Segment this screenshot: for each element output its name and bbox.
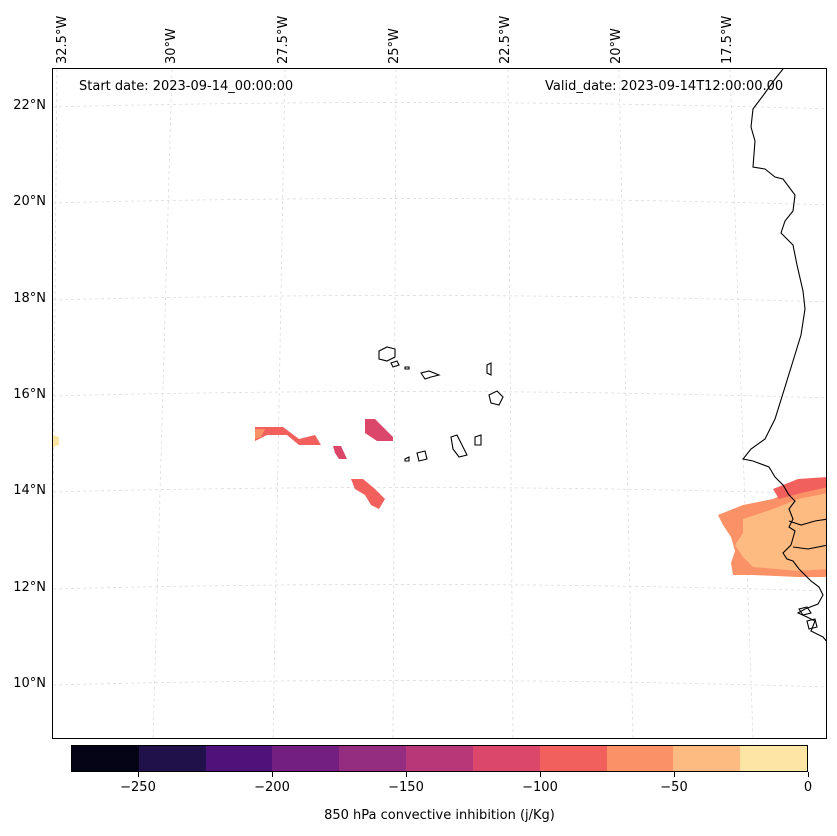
- colorbar-swatch: [72, 746, 139, 771]
- cin-patch-27w: [255, 427, 321, 445]
- gambia-river: [788, 518, 826, 526]
- colorbar-tick-label: −50: [660, 780, 688, 795]
- cin-patch-25.5w-14n: [351, 479, 385, 509]
- parallel-18n: [53, 295, 826, 303]
- lon-label-25w: 25°W: [387, 28, 402, 64]
- colorbar-label: 850 hPa convective inhibition (j/Kg): [324, 808, 555, 823]
- lon-label-30w: 30°W: [164, 28, 179, 64]
- colorbar-swatch: [539, 746, 607, 771]
- meridian-20w: [618, 69, 634, 738]
- colorbar-swatch: [406, 746, 473, 771]
- lat-label-18n: 18°N: [13, 291, 46, 306]
- island-maio: [474, 434, 482, 446]
- colorbar-tick: [137, 772, 139, 777]
- cin-patch-africa-inner: [735, 493, 826, 571]
- parallel-12n: [53, 584, 826, 592]
- lon-label-32.5w: 32.5°W: [55, 15, 70, 64]
- cin-patch-africa-edge: [773, 477, 826, 499]
- lon-label-20w: 20°W: [609, 28, 624, 64]
- lon-label-22.5w: 22.5°W: [498, 15, 513, 64]
- lat-label-14n: 14°N: [13, 483, 46, 498]
- colorbar-tick: [405, 772, 407, 777]
- valid-date-label: Valid_date: 2023-09-14T12:00:00.00: [545, 79, 784, 94]
- colorbar-tick: [673, 772, 675, 777]
- colorbar: [71, 745, 808, 772]
- lat-label-16n: 16°N: [13, 387, 46, 402]
- colorbar-swatch: [673, 746, 741, 771]
- graticule: [53, 69, 826, 738]
- lat-label-12n: 12°N: [13, 580, 46, 595]
- island-boa-vista: [488, 390, 504, 406]
- colorbar-tick-label: −100: [522, 780, 558, 795]
- colorbar-tick: [807, 772, 809, 777]
- coastlines: [378, 69, 826, 642]
- map-panel: [52, 68, 827, 739]
- lat-label-20n: 20°N: [13, 194, 46, 209]
- colorbar-swatch: [472, 746, 540, 771]
- cin-patch-27w-light: [255, 429, 265, 439]
- island-fogo: [416, 450, 428, 462]
- lon-label-17.5w: 17.5°W: [720, 15, 735, 64]
- meridian-30w: [152, 69, 173, 738]
- colorbar-swatch: [138, 746, 206, 771]
- colorbar-swatch: [272, 746, 340, 771]
- meridian-22.5w: [507, 69, 514, 738]
- island-sao-nicolau: [420, 370, 441, 380]
- colorbar-swatch: [740, 746, 807, 771]
- start-date-label: Start date: 2023-09-14_00:00:00: [79, 79, 294, 94]
- cin-fields: [53, 419, 826, 577]
- meridian-27.5w: [272, 69, 286, 738]
- cin-patch-west-edge: [53, 435, 59, 447]
- parallel-10n: [53, 680, 826, 688]
- parallel-14n: [53, 487, 826, 495]
- colorbar-swatch: [205, 746, 273, 771]
- island-santo-antao: [378, 346, 396, 362]
- map-canvas: [53, 69, 826, 738]
- africa-coastline: [742, 69, 826, 642]
- colorbar-swatch: [339, 746, 407, 771]
- meridian-25w: [392, 69, 397, 738]
- colorbar-tick-label: −250: [120, 780, 156, 795]
- island-sal: [486, 362, 492, 376]
- meridian-32.5w: [53, 69, 58, 562]
- colorbar-tick-label: −150: [388, 780, 424, 795]
- bijagos-island-1: [798, 606, 812, 616]
- lat-label-22n: 22°N: [13, 98, 46, 113]
- lat-label-10n: 10°N: [13, 676, 46, 691]
- meridian-17.5w: [729, 69, 754, 738]
- parallel-16n: [53, 391, 826, 399]
- colorbar-tick: [271, 772, 273, 777]
- lon-label-27.5w: 27.5°W: [276, 15, 291, 64]
- colorbar-tick-label: 0: [803, 780, 813, 795]
- island-santa-luzia: [404, 366, 410, 370]
- parallel-20n: [53, 198, 826, 206]
- parallel-22n: [53, 102, 826, 110]
- cin-patch-26w: [333, 446, 347, 459]
- island-brava: [404, 456, 410, 462]
- island-santiago: [450, 434, 468, 458]
- casamance-river: [792, 544, 826, 550]
- island-sao-vicente: [390, 360, 400, 368]
- cin-patch-25.5w-15n: [365, 419, 393, 441]
- bijagos-island-2: [806, 618, 818, 630]
- colorbar-tick: [539, 772, 541, 777]
- colorbar-tick-label: −200: [254, 780, 290, 795]
- colorbar-swatch: [606, 746, 674, 771]
